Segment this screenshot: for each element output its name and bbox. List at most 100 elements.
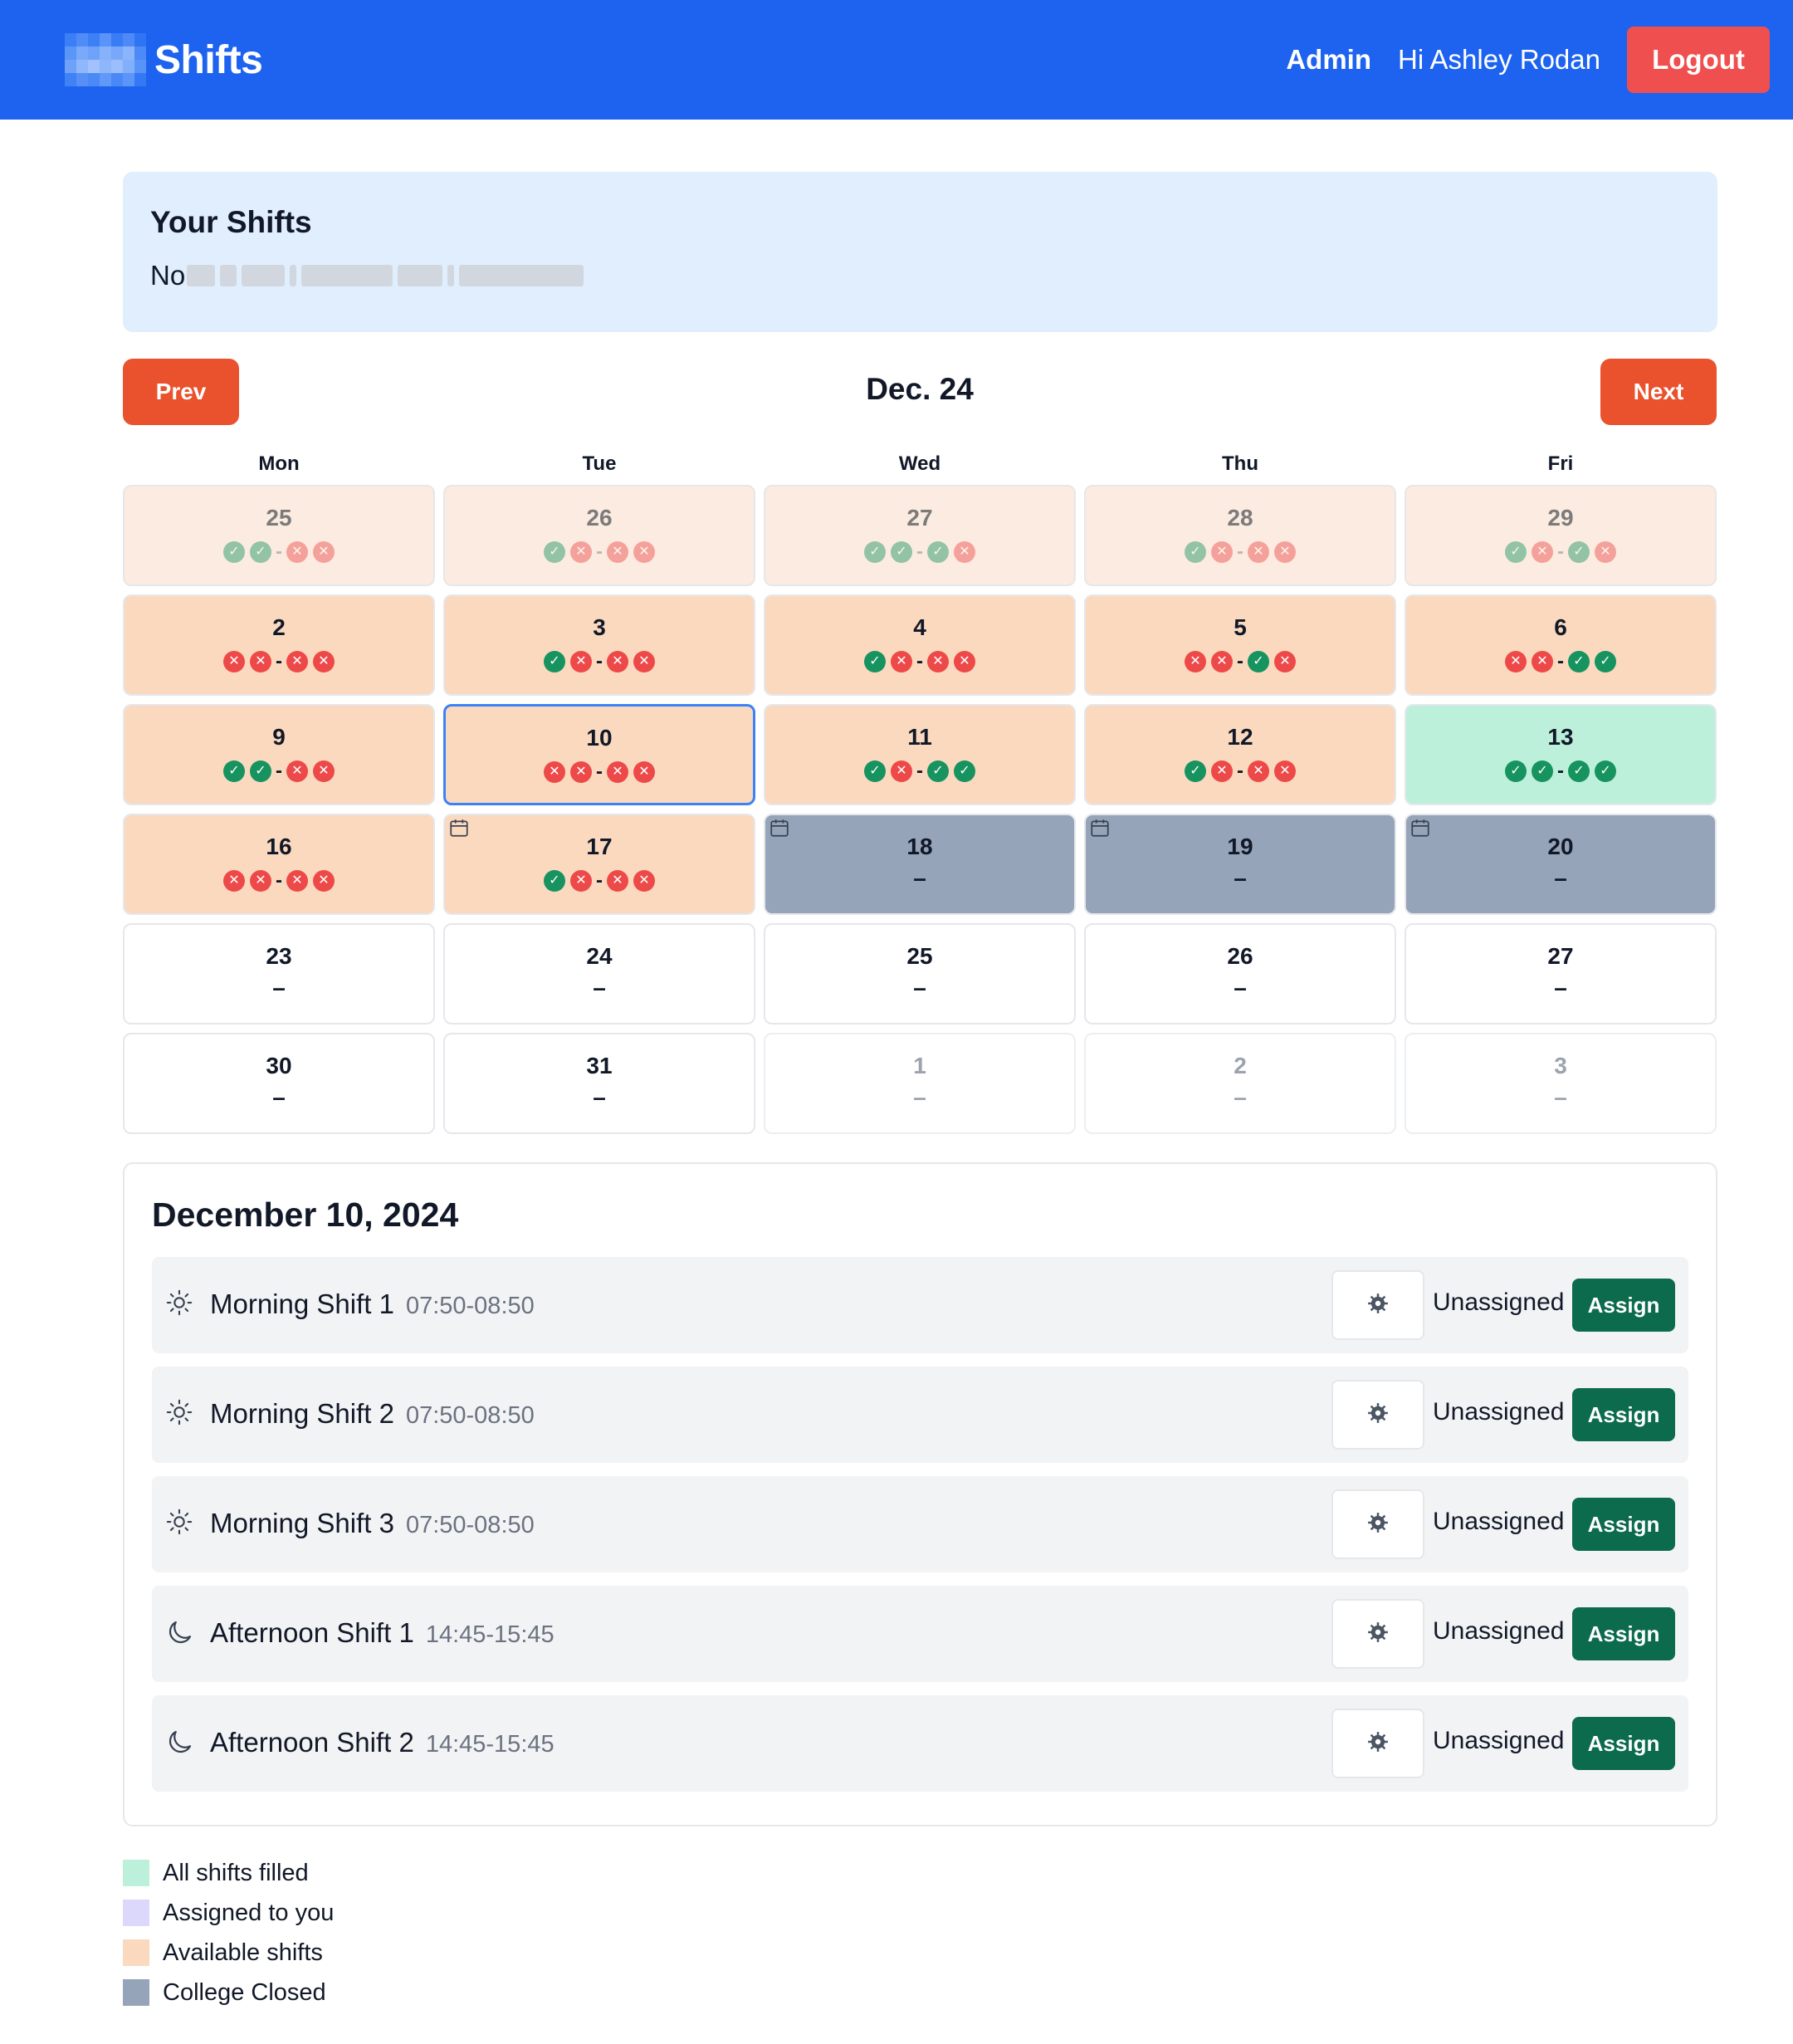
calendar-day[interactable]: 4 ✓ ✕ - ✕ ✕ [764,594,1076,696]
shift-name: Morning Shift 1 07:50-08:50 [210,1289,535,1320]
gear-icon [1366,1291,1390,1320]
indicator-separator: - [916,650,923,672]
calendar-day[interactable]: 1– [764,1033,1076,1134]
day-number: 31 [586,1053,613,1078]
no-shifts-dash: – [1234,1084,1247,1110]
calendar-day[interactable]: 2 ✕ ✕ - ✕ ✕ [123,594,435,696]
day-number: 23 [266,943,292,969]
assign-button[interactable]: Assign [1572,1607,1675,1660]
cross-icon: ✕ [607,761,628,783]
legend: All shifts filled Assigned to you Availa… [123,1853,334,2012]
calendar-day[interactable]: 27 – [1405,923,1717,1024]
calendar-day[interactable]: 30 – [123,1033,435,1134]
cross-icon: ✕ [633,761,655,783]
day-number: 20 [1547,834,1574,859]
calendar-day[interactable]: 3 ✓ ✕ - ✕ ✕ [443,594,755,696]
calendar-day[interactable]: 29 ✓ ✕ - ✓ ✕ [1405,485,1717,586]
prev-month-button[interactable]: Prev [123,359,239,425]
assign-button[interactable]: Assign [1572,1717,1675,1770]
calendar-day[interactable]: 26 – [1084,923,1396,1024]
day-number: 9 [272,724,286,750]
day-number: 27 [1547,943,1574,969]
check-icon: ✓ [927,541,949,563]
calendar-day[interactable]: 3– [1405,1033,1717,1134]
calendar-day[interactable]: 10 ✕ ✕ - ✕ ✕ [443,704,755,805]
day-number: 30 [266,1053,292,1078]
calendar-day[interactable]: 5 ✕ ✕ - ✓ ✕ [1084,594,1396,696]
calendar-day[interactable]: 26 ✓ ✕ - ✕ ✕ [443,485,755,586]
indicator-separator: - [276,760,282,782]
shift-name: Afternoon Shift 2 14:45-15:45 [210,1727,555,1758]
cross-icon: ✕ [250,870,271,892]
indicator-separator: - [276,540,282,563]
calendar-day[interactable]: 24 – [443,923,755,1024]
redacted-text [187,265,584,286]
no-shifts-dash: – [913,1084,926,1110]
calendar-day[interactable]: 23 – [123,923,435,1024]
calendar-day[interactable]: 25 ✓ ✓ - ✕ ✕ [123,485,435,586]
shift-status-indicators: ✓ ✕ - ✕ ✕ [541,541,657,563]
day-number: 28 [1227,505,1253,531]
check-icon: ✓ [1568,760,1590,782]
legend-swatch [123,1939,149,1966]
calendar-day[interactable]: 28 ✓ ✕ - ✕ ✕ [1084,485,1396,586]
calendar-day[interactable]: 18 – [764,814,1076,915]
weekday-label: Fri [1547,452,1574,475]
logout-button[interactable]: Logout [1627,27,1770,93]
no-shifts-dash: – [1234,865,1247,891]
shift-status-indicators: ✕ ✕ - ✓ ✕ [1182,651,1298,672]
assign-button[interactable]: Assign [1572,1498,1675,1551]
shift-status-indicators: ✓ ✓ - ✓ ✓ [1502,760,1619,782]
calendar-day[interactable]: 16 ✕ ✕ - ✕ ✕ [123,814,435,915]
moon-icon [165,1727,198,1760]
check-icon: ✓ [1595,760,1616,782]
day-number: 4 [913,614,926,640]
calendar-icon [1409,817,1431,839]
cross-icon: ✕ [607,651,628,672]
day-number: 17 [586,834,613,859]
shift-settings-button[interactable] [1331,1270,1424,1340]
indicator-separator: - [1557,650,1564,672]
calendar-day[interactable]: 31 – [443,1033,755,1134]
admin-link[interactable]: Admin [1286,44,1372,75]
cross-icon: ✕ [954,651,975,672]
shift-settings-button[interactable] [1331,1709,1424,1778]
your-shifts-entry: No [150,260,1690,291]
next-month-button[interactable]: Next [1600,359,1717,425]
no-shifts-dash: – [1554,1084,1567,1110]
calendar-day[interactable]: 27 ✓ ✓ - ✓ ✕ [764,485,1076,586]
calendar-day[interactable]: 20 – [1405,814,1717,915]
assign-button[interactable]: Assign [1572,1279,1675,1332]
calendar-day[interactable]: 6 ✕ ✕ - ✓ ✓ [1405,594,1717,696]
cross-icon: ✕ [1595,541,1616,563]
day-number: 19 [1227,834,1253,859]
calendar-day[interactable]: 25 – [764,923,1076,1024]
day-number: 6 [1554,614,1567,640]
cross-icon: ✕ [1248,541,1269,563]
shift-settings-button[interactable] [1331,1380,1424,1450]
cross-icon: ✕ [1274,651,1296,672]
shift-settings-button[interactable] [1331,1599,1424,1669]
calendar-day[interactable]: 2– [1084,1033,1396,1134]
legend-label: All shifts filled [163,1859,309,1886]
calendar-day[interactable]: 13 ✓ ✓ - ✓ ✓ [1405,704,1717,805]
calendar-day[interactable]: 9 ✓ ✓ - ✕ ✕ [123,704,435,805]
shift-settings-button[interactable] [1331,1489,1424,1559]
indicator-separator: - [596,869,603,892]
calendar-day[interactable]: 11 ✓ ✕ - ✓ ✓ [764,704,1076,805]
check-icon: ✓ [864,651,886,672]
cross-icon: ✕ [633,651,655,672]
cross-icon: ✕ [286,870,308,892]
cross-icon: ✕ [1211,541,1233,563]
weekday-label: Thu [1222,452,1258,475]
calendar-day[interactable]: 17 ✓ ✕ - ✕ ✕ [443,814,755,915]
day-number: 2 [1234,1053,1247,1078]
legend-item: All shifts filled [123,1853,334,1893]
calendar-day[interactable]: 19 – [1084,814,1396,915]
calendar-day[interactable]: 12 ✓ ✕ - ✕ ✕ [1084,704,1396,805]
assign-button[interactable]: Assign [1572,1388,1675,1441]
shift-status: Unassigned [1433,1398,1565,1425]
your-shifts-panel: Your Shifts No [123,172,1717,332]
brand[interactable]: Shifts [65,23,263,96]
cross-icon: ✕ [1274,541,1296,563]
